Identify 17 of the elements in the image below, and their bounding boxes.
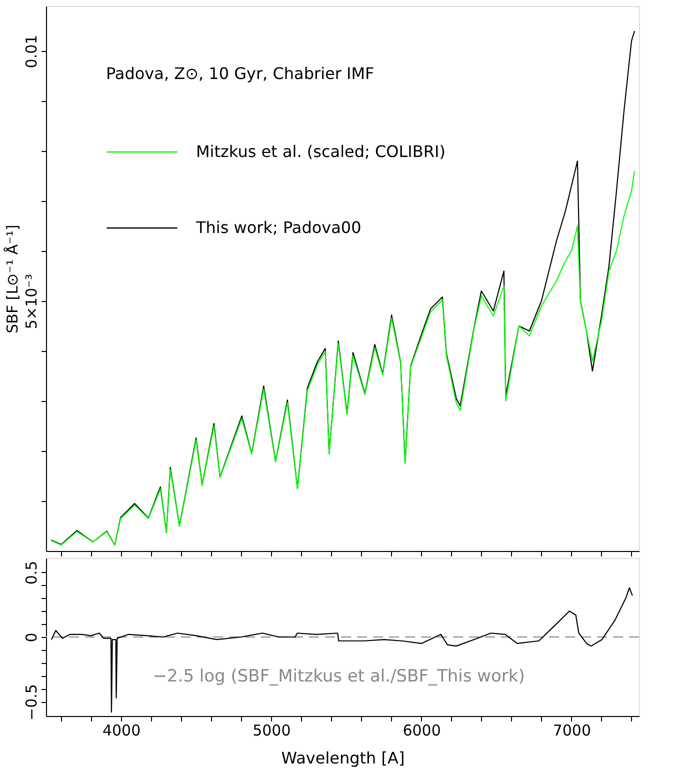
x-tick-label: 6000 [402, 722, 441, 740]
x-axis-title: Wavelength [A] [281, 748, 405, 768]
line-series [50, 587, 633, 713]
y-tick-label: 5×10⁻³ [22, 274, 40, 330]
annotation: −2.5 log (SBF_Mitzkus et al./SBF_This work) [152, 666, 525, 686]
x-tick-label: 4000 [102, 722, 141, 740]
y-tick-label: −0.5 [22, 684, 40, 720]
y-tick-label: 0.5 [22, 560, 40, 585]
y-tick-label: 0 [22, 632, 40, 642]
line-series [50, 170, 636, 546]
x-tick-label: 7000 [552, 722, 592, 740]
legend-title: Padova, Z⊙, 10 Gyr, Chabrier IMF [106, 64, 374, 83]
x-tick-label: 5000 [252, 722, 291, 740]
legend-label: This work; Padova00 [195, 218, 362, 237]
y-tick-label: 0.01 [22, 34, 40, 68]
legend-label: Mitzkus et al. (scaled; COLIBRI) [196, 142, 446, 161]
y-axis-title: SBF [L⊙⁻¹ Å⁻¹] [4, 224, 22, 334]
